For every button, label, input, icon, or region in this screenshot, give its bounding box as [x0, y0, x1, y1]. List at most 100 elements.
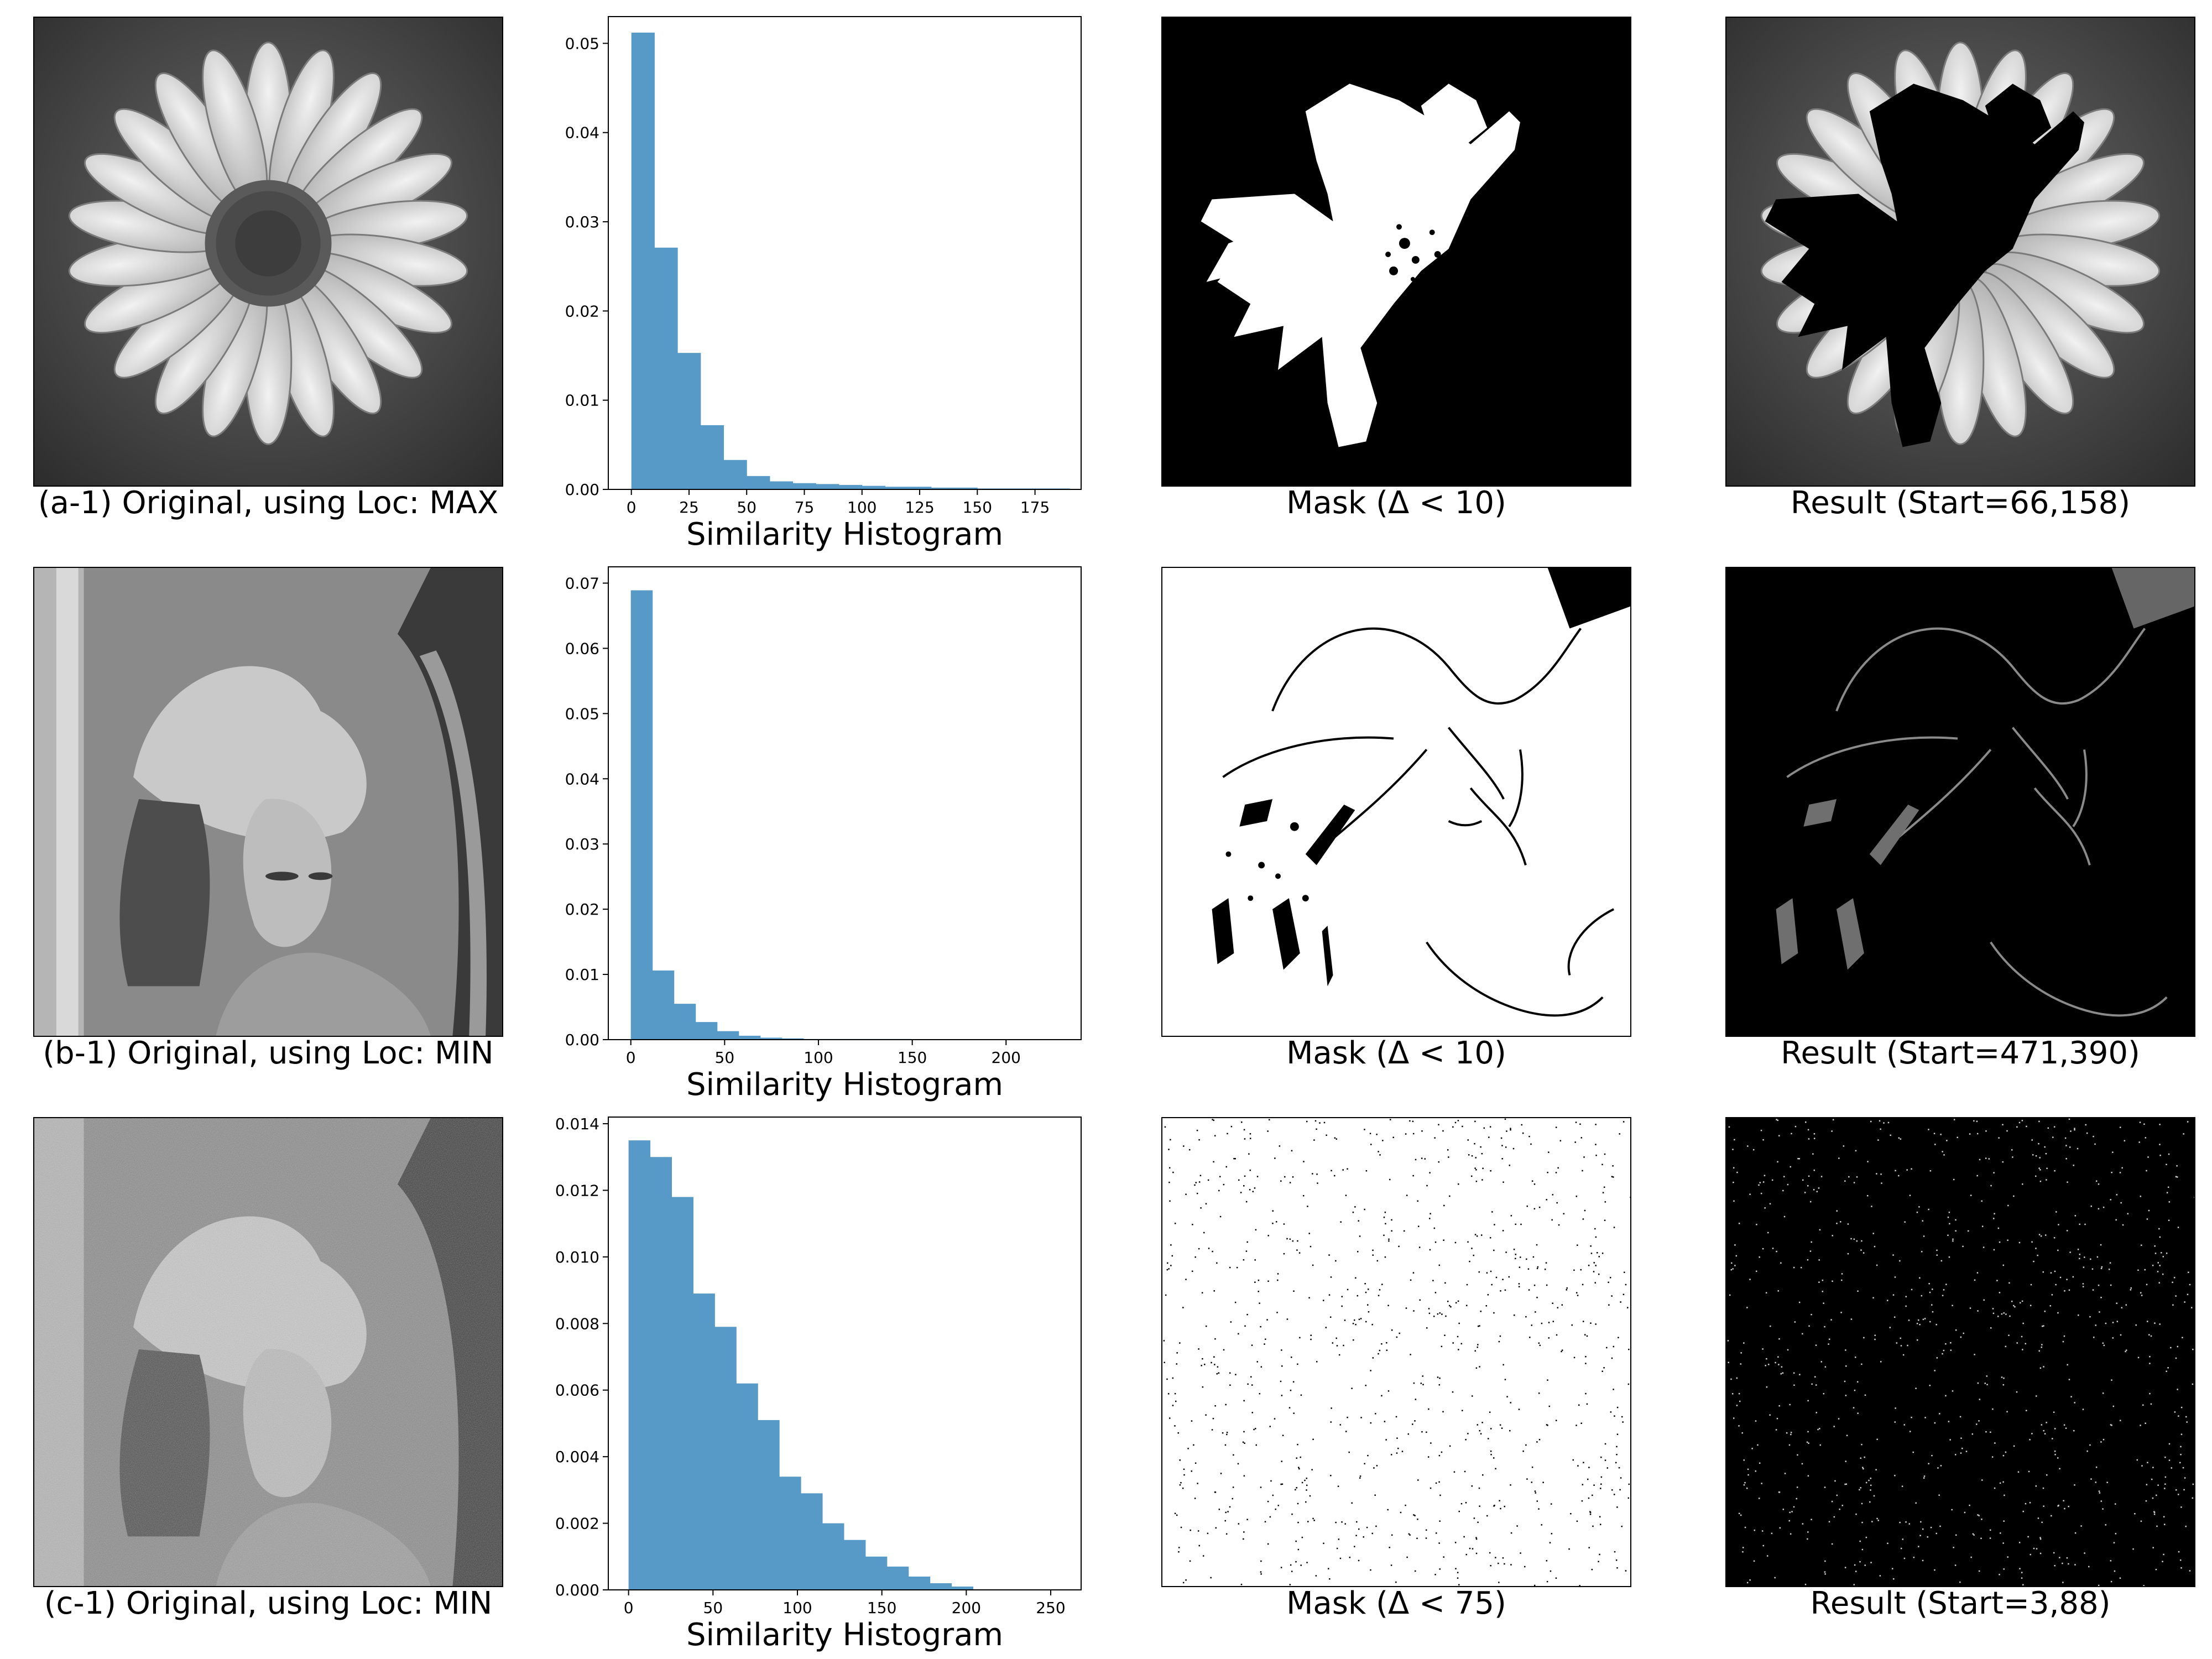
y-tick-label: 0.010 — [555, 1248, 599, 1266]
histogram-bar — [781, 1038, 804, 1040]
x-tick-label: 200 — [992, 1048, 1021, 1067]
histogram-bar — [723, 460, 747, 489]
histogram-bar — [931, 487, 955, 489]
histogram-bar — [816, 484, 839, 489]
x-tick-label: 100 — [804, 1048, 833, 1067]
histogram-bar — [747, 476, 770, 489]
x-tick-label: 200 — [952, 1599, 981, 1617]
y-tick-label: 0.04 — [565, 770, 599, 788]
caption-original-b: (b-1) Original, using Loc: MIN — [43, 1035, 494, 1071]
result-image-a — [1725, 17, 2195, 487]
histogram-bar — [862, 486, 885, 489]
histogram-bar — [738, 1035, 761, 1040]
histogram-bar — [693, 1293, 715, 1590]
histogram-bar — [758, 1420, 780, 1590]
histogram-bar — [886, 1566, 909, 1590]
y-tick-label: 0.01 — [565, 966, 599, 984]
x-tick-label: 0 — [626, 1048, 636, 1067]
histogram-bar — [717, 1031, 739, 1040]
histogram-bar — [652, 970, 675, 1040]
y-tick-label: 0.01 — [565, 392, 599, 410]
caption-mask-c: Mask (Δ < 75) — [1286, 1585, 1506, 1621]
histogram-bar — [630, 590, 653, 1040]
y-tick-label: 0.05 — [565, 34, 599, 53]
histogram-bar — [885, 487, 909, 489]
x-tick-label: 150 — [898, 1048, 927, 1067]
x-tick-label: 0 — [627, 498, 637, 517]
histogram-a: 0 25 50 75 100 125 150 175 0.00 0.01 0.02 0.03 0.04 0… — [520, 11, 1095, 553]
histogram-bar — [654, 247, 678, 489]
x-tick-label: 75 — [795, 498, 815, 517]
y-tick-label: 0.000 — [555, 1581, 599, 1599]
histogram-bar — [865, 1556, 888, 1590]
x-axis-label: Similarity Histogram — [686, 517, 1003, 552]
histogram-bar — [700, 425, 724, 489]
y-tick-label: 0.004 — [555, 1448, 599, 1466]
x-tick-label: 150 — [963, 498, 992, 517]
x-tick-label: 50 — [737, 498, 757, 517]
x-tick-label: 150 — [867, 1599, 896, 1617]
y-tick-label: 0.00 — [565, 481, 599, 499]
caption-result-c: Result (Start=3,88) — [1810, 1585, 2111, 1621]
y-tick-label: 0.00 — [565, 1031, 599, 1049]
histogram-bar — [839, 484, 863, 489]
histogram-bar — [674, 1004, 696, 1040]
histogram-bar — [954, 487, 978, 489]
mask-image-b — [1161, 567, 1631, 1037]
histogram-bar — [908, 487, 932, 489]
caption-original-a: (a-1) Original, using Loc: MAX — [38, 485, 499, 521]
x-tick-label: 125 — [905, 498, 934, 517]
result-image-b — [1725, 567, 2195, 1037]
histogram-bar — [671, 1197, 693, 1590]
y-tick-label: 0.002 — [555, 1515, 599, 1533]
result-image-c — [1725, 1117, 2195, 1587]
histogram-bar — [930, 1583, 952, 1590]
histogram-bar — [695, 1022, 718, 1040]
histogram-bar — [792, 483, 816, 489]
y-tick-label: 0.05 — [565, 705, 599, 723]
histogram-bar — [908, 1576, 931, 1590]
histogram-bar — [951, 1586, 974, 1590]
histogram-bar — [677, 353, 701, 489]
plot-frame — [608, 16, 1082, 490]
original-image-noisy-portrait — [33, 1117, 503, 1587]
mask-image-c — [1161, 1117, 1631, 1587]
caption-mask-a: Mask (Δ < 10) — [1286, 485, 1506, 521]
x-tick-label: 100 — [782, 1599, 812, 1617]
caption-result-b: Result (Start=471,390) — [1781, 1035, 2140, 1071]
x-tick-label: 25 — [679, 498, 699, 517]
x-tick-label: 250 — [1036, 1599, 1065, 1617]
x-axis-label: Similarity Histogram — [686, 1067, 1003, 1103]
histogram-bar — [801, 1493, 823, 1590]
histogram-bar — [760, 1037, 782, 1040]
histogram-bar — [779, 1477, 801, 1590]
y-tick-label: 0.07 — [565, 574, 599, 592]
original-image-portrait — [33, 567, 503, 1037]
x-axis-label: Similarity Histogram — [686, 1617, 1003, 1653]
plot-frame — [608, 566, 1082, 1040]
caption-result-a: Result (Start=66,158) — [1790, 485, 2131, 521]
x-tick-label: 0 — [624, 1599, 634, 1617]
histogram-bar — [650, 1157, 672, 1590]
y-tick-label: 0.04 — [565, 124, 599, 142]
mask-image-a — [1161, 17, 1631, 487]
histogram-bar — [628, 1140, 651, 1590]
histogram-b: 0 50 100 150 200 0.00 0.01 0.02 0.03 0.04 0.05 0.06… — [520, 561, 1095, 1103]
histogram-bar — [714, 1327, 737, 1590]
histogram-bar — [736, 1383, 758, 1590]
caption-mask-b: Mask (Δ < 10) — [1286, 1035, 1506, 1071]
histogram-bar — [822, 1523, 844, 1590]
caption-original-c: (c-1) Original, using Loc: MIN — [44, 1585, 493, 1621]
x-tick-label: 50 — [703, 1599, 723, 1617]
x-tick-label: 175 — [1020, 498, 1050, 517]
y-tick-label: 0.03 — [565, 213, 599, 231]
y-tick-label: 0.014 — [555, 1115, 599, 1133]
histogram-c: 0 50 100 150 200 250 0.000 0.002 0.004 0.006 0.008… — [520, 1112, 1095, 1656]
original-image-flower — [33, 17, 503, 487]
plot-frame — [608, 1117, 1082, 1590]
histogram-bar — [769, 481, 794, 489]
y-tick-label: 0.012 — [555, 1181, 599, 1199]
y-tick-label: 0.006 — [555, 1381, 599, 1400]
y-tick-label: 0.06 — [565, 639, 599, 658]
